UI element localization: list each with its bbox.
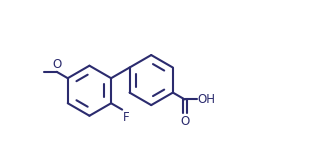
- Text: O: O: [52, 58, 61, 71]
- Text: O: O: [180, 115, 190, 128]
- Text: F: F: [123, 111, 130, 124]
- Text: OH: OH: [197, 93, 215, 106]
